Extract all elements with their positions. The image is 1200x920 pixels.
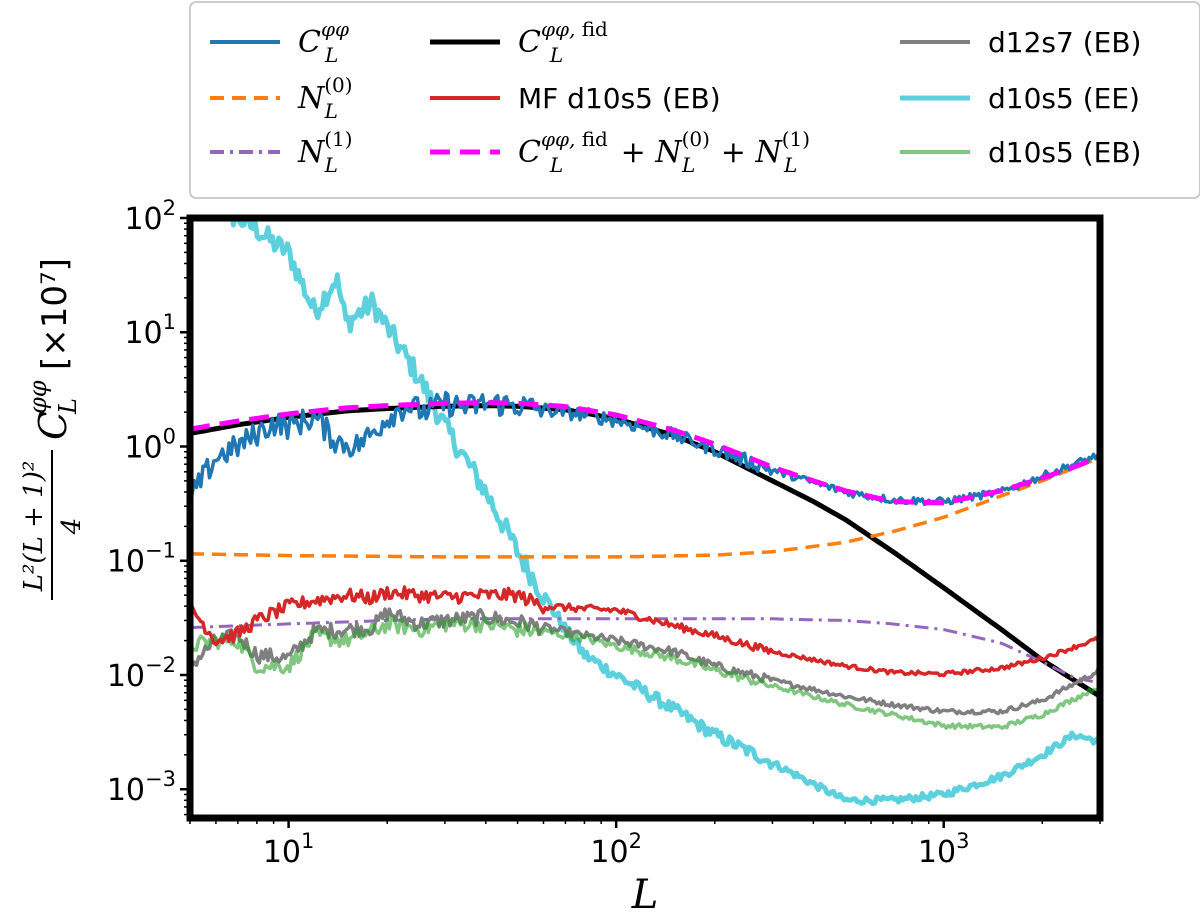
series-line-d10s5-ee <box>215 218 1100 807</box>
legend-label: Cφφ L <box>298 17 349 67</box>
y-tick-label: 10−2 <box>107 653 176 694</box>
x-axis-title: L <box>631 872 659 918</box>
legend-label: N(1) L <box>297 127 353 177</box>
series-line-n0 <box>190 455 1100 559</box>
y-tick-label: 101 <box>124 310 176 351</box>
y-axis-title: L²(L + 1)² 4 C L φφ [×10⁷] <box>19 258 87 600</box>
svg-text:L: L <box>631 872 659 918</box>
y-tick-label: 10−3 <box>107 767 176 808</box>
plot-area: 101 102 103 10−3 10−2 10−1 100 101 102 <box>107 196 1104 870</box>
y-label-symbol: C <box>31 411 75 440</box>
series-line-cl-phiphi <box>190 390 1100 507</box>
y-label-scale: [×10⁷] <box>35 258 75 370</box>
legend-frame <box>189 1 1200 199</box>
legend-items: Cφφ L N(0) LN(1) L Cφφ, fid L MF d10s5 (EB) Cφφ,… <box>210 17 1141 177</box>
x-axis: 101 102 103 <box>189 818 1101 870</box>
legend-item-d10s5-ee: d10s5 (EE) <box>900 82 1140 115</box>
legend-item-n0: N(0) L <box>210 73 353 123</box>
y-label-denominator: 4 <box>57 518 87 536</box>
legend-label: d10s5 (EE) <box>988 82 1140 115</box>
series-line-fid-plus-noise <box>190 400 1100 506</box>
series-layer <box>190 218 1100 807</box>
y-axis: 10−3 10−2 10−1 100 101 102 <box>107 196 190 816</box>
legend-item-cl-phiphi: Cφφ L <box>210 17 349 67</box>
legend-label: Cφφ, fid L + N(0) L + N(1) L <box>518 127 810 177</box>
y-tick-label: 100 <box>124 424 176 465</box>
legend-item-d10s5-eb: d10s5 (EB) <box>900 136 1141 169</box>
x-tick-label: 102 <box>590 829 642 870</box>
legend-label: d12s7 (EB) <box>988 26 1141 59</box>
series-line-d12s7-eb <box>190 607 1100 716</box>
legend-label: Cφφ, fid L <box>518 17 608 67</box>
legend-item-d12s7-eb: d12s7 (EB) <box>900 26 1141 59</box>
y-label-numerator: L²(L + 1)² <box>19 461 49 593</box>
plot-frame <box>186 214 1104 822</box>
legend-label: d10s5 (EB) <box>988 136 1141 169</box>
legend: Cφφ L N(0) LN(1) L Cφφ, fid L MF d10s5 (EB) Cφφ,… <box>189 1 1200 199</box>
y-label-superscript: φφ <box>24 380 52 414</box>
legend-item-fid-plus-noise: Cφφ, fid L + N(0) L + N(1) L <box>430 127 810 177</box>
legend-item-mf-d10s5-eb: MF d10s5 (EB) <box>430 82 721 115</box>
legend-item-cl-fid: Cφφ, fid L <box>430 17 608 67</box>
series-line-mf-d10s5-eb <box>190 585 1100 678</box>
legend-label: N(0) L <box>297 73 353 123</box>
legend-item-n1: N(1) L <box>210 127 353 177</box>
x-tick-label: 101 <box>263 829 315 870</box>
legend-label: MF d10s5 (EB) <box>518 82 721 115</box>
y-label-subscript: L <box>54 398 82 415</box>
y-tick-label: 102 <box>124 196 176 237</box>
y-tick-label: 10−1 <box>107 539 176 580</box>
series-line-d10s5-eb <box>190 615 1100 731</box>
x-tick-label: 103 <box>918 829 970 870</box>
